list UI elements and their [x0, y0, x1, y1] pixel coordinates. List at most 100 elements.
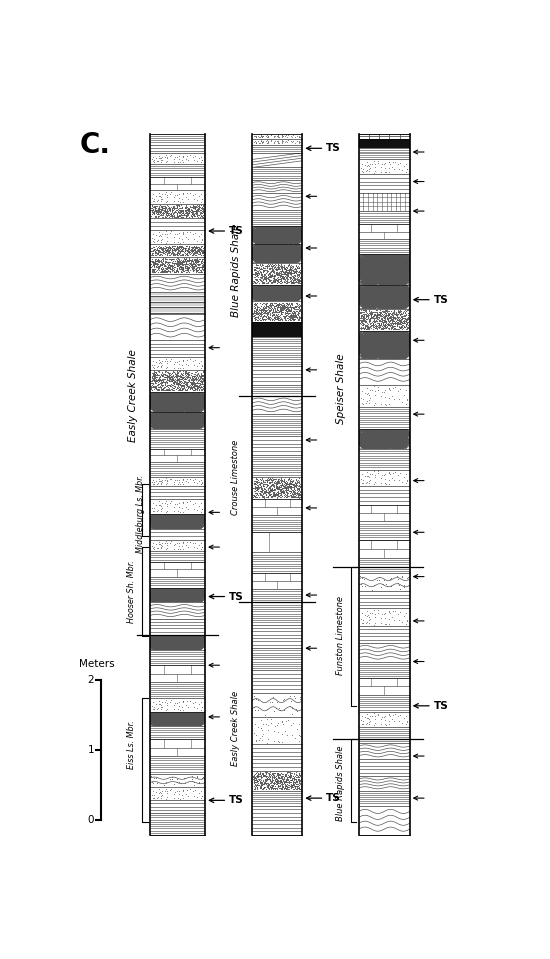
- Point: [286, 267, 295, 282]
- Point: [182, 200, 190, 216]
- Point: [373, 308, 382, 323]
- Point: [153, 503, 162, 519]
- Bar: [252, 145, 302, 153]
- Point: [189, 203, 197, 219]
- Point: [252, 268, 261, 283]
- Point: [198, 475, 207, 490]
- Point: [279, 769, 288, 784]
- Point: [278, 485, 287, 501]
- Point: [281, 480, 290, 495]
- Point: [253, 264, 262, 279]
- Point: [290, 475, 299, 490]
- Point: [170, 497, 179, 512]
- Point: [197, 373, 206, 388]
- Point: [262, 768, 271, 784]
- Point: [288, 480, 296, 495]
- Point: [187, 242, 196, 257]
- Point: [261, 484, 270, 500]
- Point: [253, 480, 262, 496]
- Point: [287, 259, 296, 274]
- Point: [173, 368, 182, 384]
- Point: [282, 299, 290, 315]
- Point: [292, 299, 301, 315]
- Point: [153, 262, 162, 277]
- Point: [192, 209, 201, 224]
- Point: [295, 691, 304, 707]
- Point: [378, 320, 387, 336]
- Point: [182, 697, 190, 713]
- Point: [152, 203, 161, 219]
- Point: [280, 780, 289, 795]
- Point: [258, 264, 267, 279]
- Point: [164, 206, 173, 222]
- Point: [379, 312, 388, 327]
- Point: [286, 480, 295, 495]
- Point: [275, 489, 284, 504]
- Point: [170, 255, 179, 270]
- Point: [379, 315, 388, 330]
- Point: [273, 296, 282, 312]
- Point: [177, 262, 186, 277]
- Point: [289, 300, 298, 316]
- Bar: [150, 774, 205, 787]
- Point: [360, 314, 369, 329]
- Point: [383, 312, 392, 327]
- Point: [289, 264, 298, 279]
- Point: [358, 475, 366, 490]
- Point: [274, 772, 283, 787]
- Point: [157, 784, 166, 799]
- Point: [389, 310, 398, 325]
- Point: [252, 480, 261, 495]
- Point: [289, 483, 298, 499]
- Point: [277, 301, 285, 316]
- Point: [252, 774, 261, 789]
- Point: [187, 768, 196, 784]
- Point: [282, 770, 291, 785]
- Bar: [359, 224, 410, 239]
- Point: [262, 770, 271, 785]
- Point: [273, 476, 282, 491]
- Point: [289, 775, 298, 790]
- Point: [273, 311, 282, 326]
- Point: [170, 474, 179, 489]
- Point: [172, 256, 181, 271]
- Point: [286, 480, 295, 496]
- Point: [169, 477, 178, 492]
- Point: [157, 207, 166, 222]
- Point: [147, 208, 156, 223]
- Point: [283, 299, 292, 315]
- Point: [400, 305, 409, 320]
- Point: [402, 318, 410, 334]
- Point: [178, 257, 187, 272]
- Point: [170, 203, 179, 219]
- Point: [178, 380, 187, 395]
- Point: [289, 776, 298, 791]
- Point: [199, 376, 208, 391]
- Point: [178, 361, 187, 376]
- Bar: [150, 649, 205, 666]
- Point: [277, 774, 285, 789]
- Point: [256, 766, 265, 782]
- Point: [193, 246, 202, 261]
- Point: [161, 209, 169, 224]
- Point: [295, 264, 304, 279]
- Point: [402, 605, 410, 620]
- Point: [276, 307, 284, 322]
- Point: [250, 274, 259, 290]
- Point: [178, 199, 186, 215]
- Point: [196, 371, 205, 386]
- Point: [249, 480, 258, 496]
- Point: [366, 311, 375, 326]
- Point: [294, 273, 303, 289]
- Point: [375, 307, 383, 322]
- Point: [189, 261, 197, 276]
- Point: [180, 368, 189, 384]
- Point: [187, 240, 196, 255]
- Point: [190, 364, 199, 380]
- Point: [199, 241, 208, 256]
- Point: [289, 305, 298, 320]
- Point: [395, 315, 404, 330]
- Point: [151, 199, 160, 215]
- Point: [268, 270, 277, 286]
- Point: [255, 260, 263, 275]
